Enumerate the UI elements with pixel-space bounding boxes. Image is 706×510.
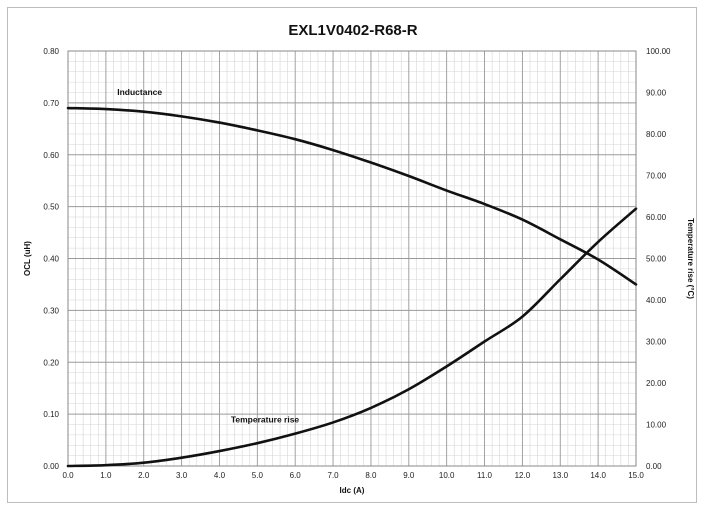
chart-frame: EXL1V0402-R68-R 0.0 1.0 2.0 3.0 4.0 5.0 6.0 7.0… bbox=[7, 7, 697, 503]
y2-tick-label: 40.00 bbox=[646, 296, 667, 305]
x-tick-label: 7.0 bbox=[328, 471, 340, 480]
y-tick-label: 0.50 bbox=[43, 203, 59, 212]
chart-svg: EXL1V0402-R68-R 0.0 1.0 2.0 3.0 4.0 5.0 6.0 7.0… bbox=[23, 22, 695, 495]
y-tick-label: 0.70 bbox=[43, 99, 59, 108]
y2-tick-label: 50.00 bbox=[646, 255, 667, 264]
y2-tick-label: 80.00 bbox=[646, 130, 667, 139]
series-line-temperature-rise bbox=[66, 207, 638, 468]
y2-tick-label: 10.00 bbox=[646, 421, 667, 430]
series-line-inductance bbox=[66, 106, 638, 286]
x-tick-label: 12.0 bbox=[515, 471, 531, 480]
y-tick-label: 0.10 bbox=[43, 410, 59, 419]
chart-title: EXL1V0402-R68-R bbox=[288, 22, 417, 39]
x-tick-label: 15.0 bbox=[628, 471, 644, 480]
x-tick-label: 9.0 bbox=[403, 471, 415, 480]
y2-tick-labels: 0.00 10.00 20.00 30.00 40.00 50.00 60.00 70.00 8… bbox=[646, 47, 671, 471]
x-tick-label: 5.0 bbox=[252, 471, 264, 480]
x-tick-label: 14.0 bbox=[590, 471, 606, 480]
annotation-label: Temperature rise bbox=[231, 414, 300, 424]
y-tick-label: 0.40 bbox=[43, 255, 59, 264]
y-tick-label: 0.20 bbox=[43, 358, 59, 367]
y-tick-label: 0.30 bbox=[43, 306, 59, 315]
x-tick-label: 2.0 bbox=[138, 471, 150, 480]
y2-tick-label: 90.00 bbox=[646, 89, 667, 98]
plot-border bbox=[67, 50, 637, 467]
y-tick-labels: 0.00 0.10 0.20 0.30 0.40 0.50 0.60 0.70 0.80 bbox=[43, 47, 59, 471]
y2-axis-title: Temperature rise (°C) bbox=[686, 218, 695, 299]
y2-tick-label: 0.00 bbox=[646, 462, 662, 471]
x-tick-label: 6.0 bbox=[290, 471, 302, 480]
x-tick-label: 3.0 bbox=[176, 471, 188, 480]
y2-tick-label: 70.00 bbox=[646, 172, 667, 181]
y2-tick-label: 30.00 bbox=[646, 338, 667, 347]
y-tick-label: 0.80 bbox=[43, 47, 59, 56]
x-axis-title: Idc (A) bbox=[340, 486, 365, 495]
y2-tick-label: 20.00 bbox=[646, 379, 667, 388]
annotations: Inductance Temperature rise bbox=[117, 87, 299, 424]
x-tick-label: 8.0 bbox=[365, 471, 377, 480]
x-tick-label: 4.0 bbox=[214, 471, 226, 480]
y-tick-label: 0.00 bbox=[43, 462, 59, 471]
y-axis-title: OCL (uH) bbox=[23, 241, 32, 276]
x-tick-label: 0.0 bbox=[62, 471, 74, 480]
y-tick-label: 0.60 bbox=[43, 151, 59, 160]
x-tick-label: 1.0 bbox=[100, 471, 112, 480]
series-lines bbox=[66, 106, 638, 468]
y2-tick-label: 100.00 bbox=[646, 47, 671, 56]
x-tick-label: 10.0 bbox=[439, 471, 455, 480]
annotation-label: Inductance bbox=[117, 87, 162, 97]
x-tick-labels: 0.0 1.0 2.0 3.0 4.0 5.0 6.0 7.0 8.0 9.0 10.0 11.0 12… bbox=[62, 471, 644, 480]
x-tick-label: 11.0 bbox=[477, 471, 493, 480]
x-tick-label: 13.0 bbox=[552, 471, 568, 480]
y2-tick-label: 60.00 bbox=[646, 213, 667, 222]
